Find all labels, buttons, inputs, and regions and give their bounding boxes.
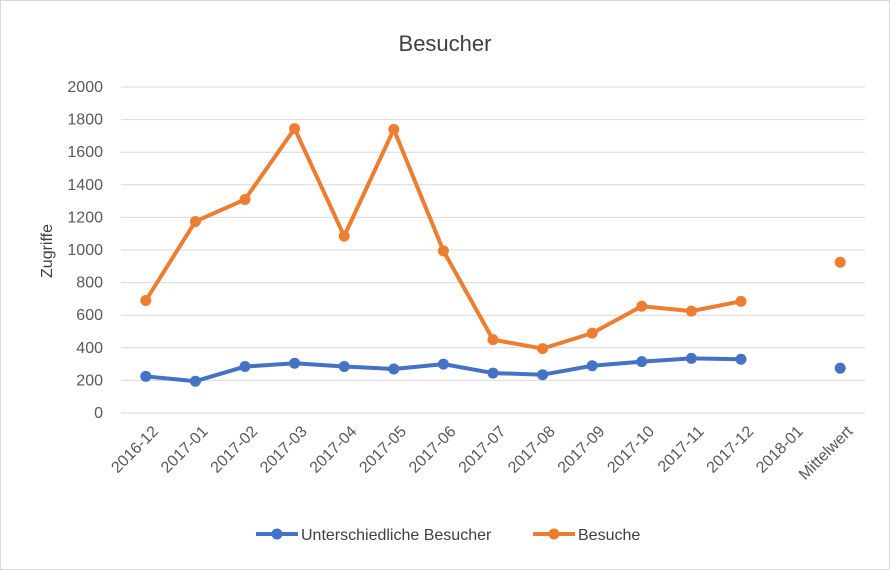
series-0 <box>140 352 846 387</box>
data-point <box>586 327 598 339</box>
data-point <box>685 352 697 364</box>
data-point <box>685 305 697 317</box>
x-tick-label: 2017-08 <box>505 423 559 477</box>
y-tick-label: 200 <box>76 372 103 389</box>
data-point <box>289 357 301 369</box>
x-tick-label: 2017-01 <box>158 423 212 477</box>
x-tick-label: 2017-02 <box>208 423 262 477</box>
x-tick-labels: 2016-122017-012017-022017-032017-042017-… <box>108 423 856 484</box>
data-point <box>189 375 201 387</box>
data-point <box>487 334 499 346</box>
data-point <box>537 369 549 381</box>
data-point <box>388 363 400 375</box>
series-layer <box>140 123 846 387</box>
y-tick-label: 600 <box>76 307 103 324</box>
data-point <box>437 358 449 370</box>
grid-lines <box>121 86 865 414</box>
x-tick-label: 2017-03 <box>257 423 311 477</box>
x-tick-label: Mittelwert <box>796 423 857 484</box>
y-tick-label: 400 <box>76 340 103 357</box>
data-point <box>189 215 201 227</box>
data-point <box>239 193 251 205</box>
x-tick-label: 2016-12 <box>108 423 162 477</box>
legend-entry: Unterschiedliche Besucher <box>256 527 492 544</box>
data-point <box>239 361 251 373</box>
y-tick-label: 0 <box>94 405 103 422</box>
series-1 <box>140 123 846 355</box>
data-point <box>586 360 598 372</box>
chart-title: Besucher <box>399 31 492 56</box>
y-tick-label: 800 <box>76 275 103 292</box>
data-point <box>388 123 400 135</box>
data-point <box>140 295 152 307</box>
data-point <box>537 343 549 355</box>
data-point <box>289 123 301 135</box>
y-axis-label: Zugriffe <box>39 224 56 278</box>
y-tick-label: 1800 <box>67 112 103 129</box>
y-tick-label: 1600 <box>67 144 103 161</box>
data-point <box>140 370 152 382</box>
data-point <box>735 353 747 365</box>
y-tick-label: 2000 <box>67 79 103 96</box>
x-tick-label: 2017-07 <box>456 423 510 477</box>
data-point <box>636 356 648 368</box>
x-tick-label: 2017-05 <box>356 423 410 477</box>
x-tick-label: 2017-11 <box>655 423 708 476</box>
data-point <box>834 362 846 374</box>
legend-label: Unterschiedliche Besucher <box>301 527 492 544</box>
data-point <box>735 295 747 307</box>
legend-swatch-marker <box>548 528 560 540</box>
legend: Unterschiedliche Besucher Besuche <box>256 527 640 544</box>
y-tick-label: 1400 <box>67 177 103 194</box>
data-point <box>636 300 648 312</box>
y-tick-labels: 0 200 400 600 800 1000 1200 1400 1600 1800 2000 <box>67 79 103 422</box>
data-point <box>834 256 846 268</box>
x-tick-label: 2017-04 <box>307 423 361 477</box>
data-point <box>437 245 449 257</box>
x-tick-label: 2017-09 <box>555 423 609 477</box>
x-tick-label: 2017-10 <box>604 423 658 477</box>
legend-label: Besuche <box>578 527 640 544</box>
legend-swatch-marker <box>271 528 283 540</box>
x-tick-label: 2017-12 <box>704 423 758 477</box>
y-tick-label: 1000 <box>67 242 103 259</box>
y-tick-label: 1200 <box>67 209 103 226</box>
data-point <box>338 230 350 242</box>
legend-entry: Besuche <box>533 527 640 544</box>
x-tick-label: 2017-06 <box>406 423 460 477</box>
data-point <box>487 367 499 379</box>
data-point <box>338 361 350 373</box>
